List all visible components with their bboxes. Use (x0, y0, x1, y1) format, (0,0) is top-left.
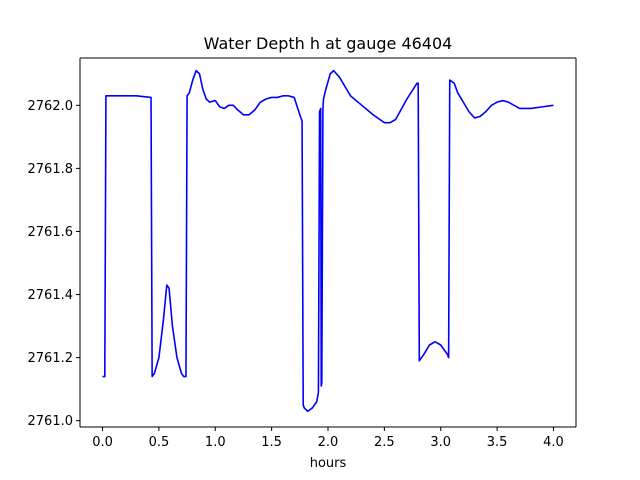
y-tick-label: 2761.6 (28, 225, 74, 240)
series-line-0 (102, 69, 554, 413)
x-tick-label: 0.5 (149, 435, 170, 450)
y-tick-label: 2761.4 (28, 288, 74, 303)
x-tick-label: 0.0 (92, 435, 113, 450)
x-tick-label: 3.5 (487, 435, 508, 450)
x-tick-label: 1.0 (205, 435, 226, 450)
x-tick-label: 1.5 (261, 435, 282, 450)
y-tick-label: 2762.0 (28, 99, 74, 114)
y-axis-ticks: 2761.0 2761.2 2761.4 2761.6 2761.8 2762.0 (28, 99, 80, 429)
y-tick-label: 2761.8 (28, 162, 74, 177)
plot-area (102, 69, 554, 413)
x-tick-label: 2.0 (318, 435, 339, 450)
x-axis-label: hours (310, 456, 347, 471)
x-axis-ticks: 0.0 0.5 1.0 1.5 2.0 2.5 3.0 3.5 4.0 (92, 427, 564, 450)
x-tick-label: 3.0 (430, 435, 451, 450)
chart-title: Water Depth h at gauge 46404 (204, 34, 453, 53)
x-tick-label: 2.5 (374, 435, 395, 450)
x-tick-label: 4.0 (543, 435, 564, 450)
y-tick-label: 2761.0 (28, 414, 74, 429)
y-tick-label: 2761.2 (28, 351, 74, 366)
